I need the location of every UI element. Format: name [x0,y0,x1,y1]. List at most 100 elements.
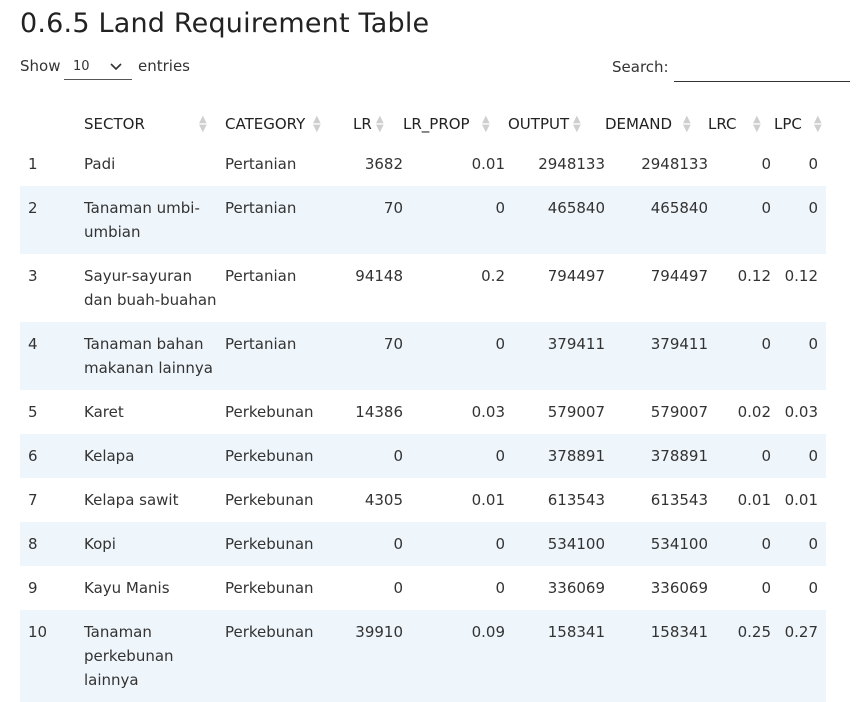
lrc-cell: 0.25 [708,610,771,702]
output-cell: 534100 [505,522,605,566]
category-cell: Perkebunan [225,610,343,702]
output-cell: 613543 [505,478,605,522]
category-cell: Perkebunan [225,478,343,522]
table-row: 6 Kelapa Perkebunan 0 0 378891 378891 0 0 [20,434,826,478]
demand-cell: 158341 [605,610,708,702]
sector-cell: Kelapa sawit [62,478,225,522]
row-index: 10 [20,610,62,702]
output-cell: 579007 [505,390,605,434]
header-label: SECTOR [84,115,145,133]
chevron-down-icon [110,63,122,71]
lrc-cell: 0.01 [708,478,771,522]
header-label: LR [353,115,372,133]
table-row: 8 Kopi Perkebunan 0 0 534100 534100 0 0 [20,522,826,566]
header-demand[interactable]: DEMAND ▲ ▼ [605,104,708,144]
table-row: 3 Sayur-sayuran dan buah-buahan Pertanian 9… [20,254,826,322]
page-title: 0.6.5 Land Requirement Table [20,8,430,39]
lr-prop-cell: 0 [403,434,505,478]
lpc-cell: 0.03 [771,390,826,434]
header-label: DEMAND [605,115,673,133]
header-lr[interactable]: LR ▲ ▼ [343,104,403,144]
row-index: 5 [20,390,62,434]
table-row: 2 Tanaman umbi-umbian Pertanian 70 0 465840 46… [20,186,826,254]
search-input[interactable] [674,56,850,82]
search-label: Search: [612,58,669,76]
lr-cell: 4305 [343,478,403,522]
header-label: LPC [774,115,802,133]
sort-icon[interactable]: ▲ ▼ [376,114,384,134]
output-cell: 794497 [505,254,605,322]
header-output[interactable]: OUTPUT ▲ ▼ [505,104,605,144]
sector-cell: Sayur-sayuran dan buah-buahan [62,254,225,322]
header-sector[interactable]: SECTOR ▲ ▼ [62,104,225,144]
sector-cell: Karet [62,390,225,434]
lrc-cell: 0 [708,144,771,186]
header-lrc[interactable]: LRC ▲ ▼ [708,104,771,144]
lpc-cell: 0 [771,566,826,610]
output-cell: 378891 [505,434,605,478]
lpc-cell: 0 [771,322,826,390]
sort-icon[interactable]: ▲ ▼ [573,114,581,134]
demand-cell: 336069 [605,566,708,610]
category-cell: Pertanian [225,186,343,254]
header-label: CATEGORY [225,115,306,133]
sector-cell: Kopi [62,522,225,566]
lrc-cell: 0 [708,434,771,478]
lpc-cell: 0.01 [771,478,826,522]
category-cell: Perkebunan [225,434,343,478]
row-index: 8 [20,522,62,566]
lpc-cell: 0 [771,434,826,478]
table-row: 9 Kayu Manis Perkebunan 0 0 336069 336069 0 0 [20,566,826,610]
demand-cell: 465840 [605,186,708,254]
category-cell: Pertanian [225,322,343,390]
table-row: 4 Tanaman bahan makanan lainnya Pertanian 7… [20,322,826,390]
table-row: 5 Karet Perkebunan 14386 0.03 579007 579007 0.0… [20,390,826,434]
entries-length-select[interactable]: 10 [64,54,132,80]
lr-prop-cell: 0.01 [403,144,505,186]
header-category[interactable]: CATEGORY ▲ ▼ [225,104,343,144]
lr-cell: 0 [343,434,403,478]
table-controls: Show 10 entries Search: [0,52,858,84]
lr-cell: 0 [343,566,403,610]
lrc-cell: 0 [708,186,771,254]
table-header-row: SECTOR ▲ ▼ CATEGORY ▲ ▼ LR ▲ ▼ LR_PROP ▲ ▼ OUTPUT ▲ ▼ D… [20,104,826,144]
lr-prop-cell: 0 [403,566,505,610]
sort-icon[interactable]: ▲ ▼ [683,114,691,134]
sector-cell: Kayu Manis [62,566,225,610]
sector-cell: Tanaman umbi-umbian [62,186,225,254]
lr-prop-cell: 0.09 [403,610,505,702]
row-index: 1 [20,144,62,186]
category-cell: Perkebunan [225,522,343,566]
demand-cell: 794497 [605,254,708,322]
lpc-cell: 0.27 [771,610,826,702]
entries-label: entries [138,57,190,75]
header-lr-prop[interactable]: LR_PROP ▲ ▼ [403,104,505,144]
sector-cell: Tanaman bahan makanan lainnya [62,322,225,390]
header-lpc[interactable]: LPC ▲ ▼ [771,104,826,144]
output-cell: 2948133 [505,144,605,186]
sort-icon[interactable]: ▲ ▼ [199,114,207,134]
land-requirement-table: SECTOR ▲ ▼ CATEGORY ▲ ▼ LR ▲ ▼ LR_PROP ▲ ▼ OUTPUT ▲ ▼ D… [20,104,826,702]
demand-cell: 613543 [605,478,708,522]
lrc-cell: 0.02 [708,390,771,434]
row-index: 7 [20,478,62,522]
output-cell: 465840 [505,186,605,254]
lr-cell: 0 [343,522,403,566]
sort-icon[interactable]: ▲ ▼ [814,114,822,134]
entries-length-value: 10 [73,59,90,74]
sector-cell: Kelapa [62,434,225,478]
lr-cell: 3682 [343,144,403,186]
lrc-cell: 0.12 [708,254,771,322]
row-index: 6 [20,434,62,478]
sort-icon[interactable]: ▲ ▼ [313,114,321,134]
demand-cell: 2948133 [605,144,708,186]
sort-icon[interactable]: ▲ ▼ [753,114,761,134]
lr-prop-cell: 0.2 [403,254,505,322]
header-index [20,104,62,144]
lr-cell: 14386 [343,390,403,434]
sort-icon[interactable]: ▲ ▼ [482,114,490,134]
header-label: LR_PROP [403,115,470,133]
lr-cell: 94148 [343,254,403,322]
table-row: 7 Kelapa sawit Perkebunan 4305 0.01 613543 613… [20,478,826,522]
lr-cell: 70 [343,186,403,254]
